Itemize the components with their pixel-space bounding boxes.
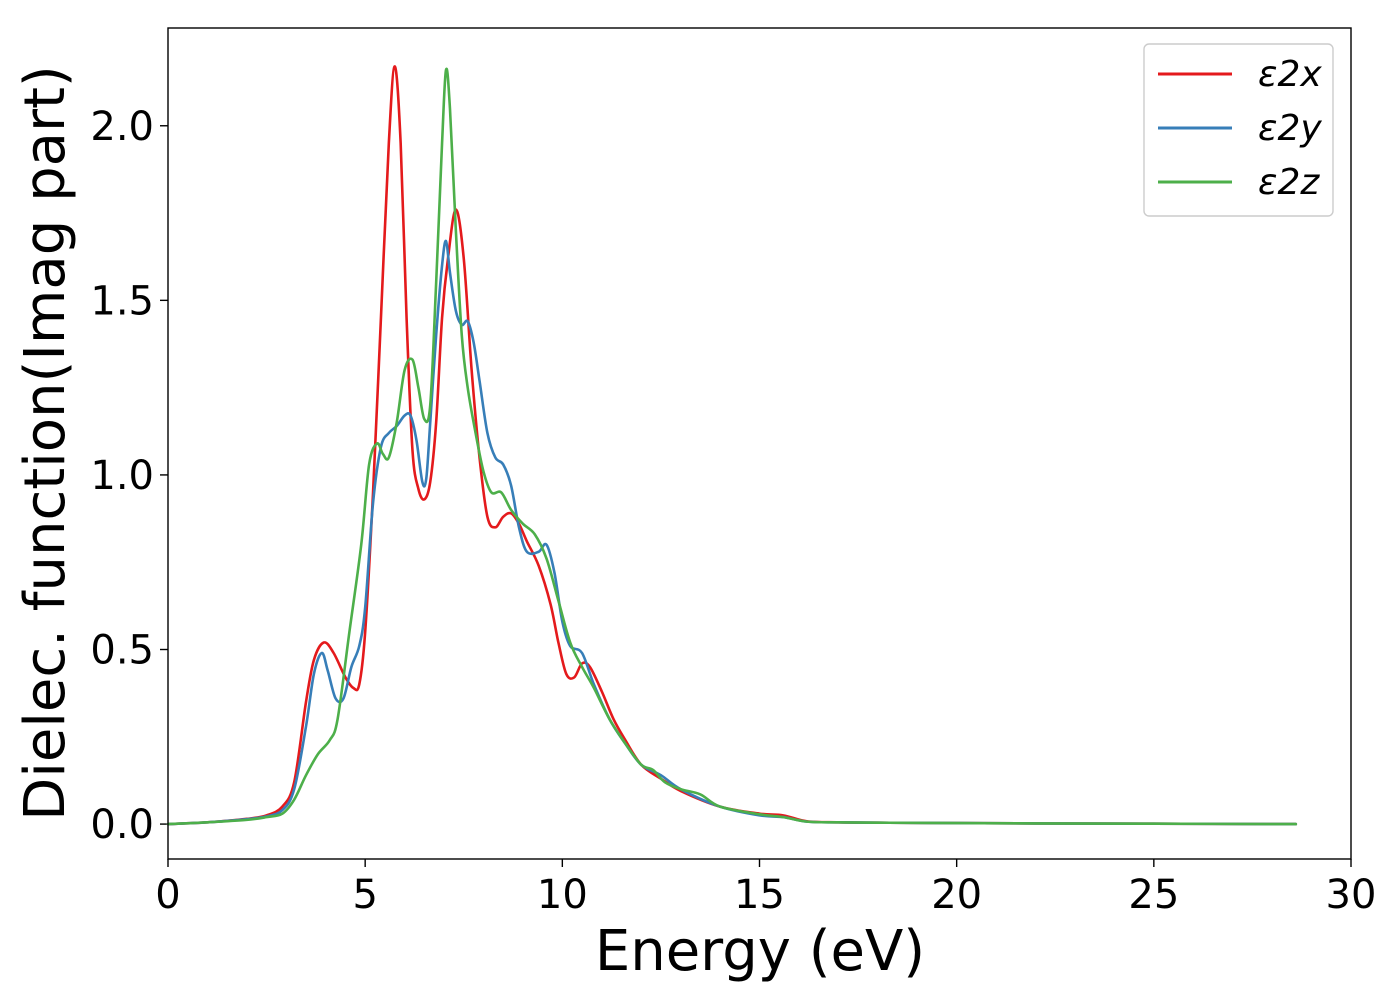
y-tick-label: 2.0 bbox=[90, 104, 154, 150]
series-line-0 bbox=[166, 65, 1298, 826]
legend-label-0: ε2x bbox=[1258, 54, 1322, 95]
x-tick-label: 15 bbox=[734, 872, 785, 918]
x-tick-label: 20 bbox=[931, 872, 982, 918]
x-tick-label: 10 bbox=[537, 872, 588, 918]
y-tick-label: 0.0 bbox=[90, 802, 154, 848]
legend-label-2: ε2z bbox=[1258, 162, 1320, 203]
series-line-2 bbox=[166, 67, 1298, 826]
y-tick-label: 1.0 bbox=[90, 453, 154, 499]
series-line-1 bbox=[166, 239, 1298, 826]
x-tick-label: 25 bbox=[1128, 872, 1179, 918]
legend-box bbox=[1143, 43, 1334, 217]
series-layer bbox=[166, 65, 1298, 826]
plot-frame bbox=[167, 27, 1352, 860]
legend: ε2x ε2y ε2z bbox=[1143, 43, 1334, 217]
legend-items: ε2x ε2y ε2z bbox=[1158, 54, 1322, 203]
y-axis-title: Dielec. function(Imag part) bbox=[13, 65, 78, 821]
x-tick-label: 30 bbox=[1326, 872, 1377, 918]
y-axis: 0.0 0.5 1.0 1.5 2.0 bbox=[90, 104, 168, 848]
x-tick-label: 5 bbox=[352, 872, 377, 918]
legend-label-1: ε2y bbox=[1258, 108, 1322, 149]
x-axis: 0 5 10 15 20 25 30 bbox=[155, 859, 1376, 918]
y-tick-label: 1.5 bbox=[90, 278, 154, 324]
x-tick-label: 0 bbox=[155, 872, 180, 918]
y-tick-label: 0.5 bbox=[90, 628, 154, 674]
x-axis-title: Energy (eV) bbox=[595, 919, 925, 984]
